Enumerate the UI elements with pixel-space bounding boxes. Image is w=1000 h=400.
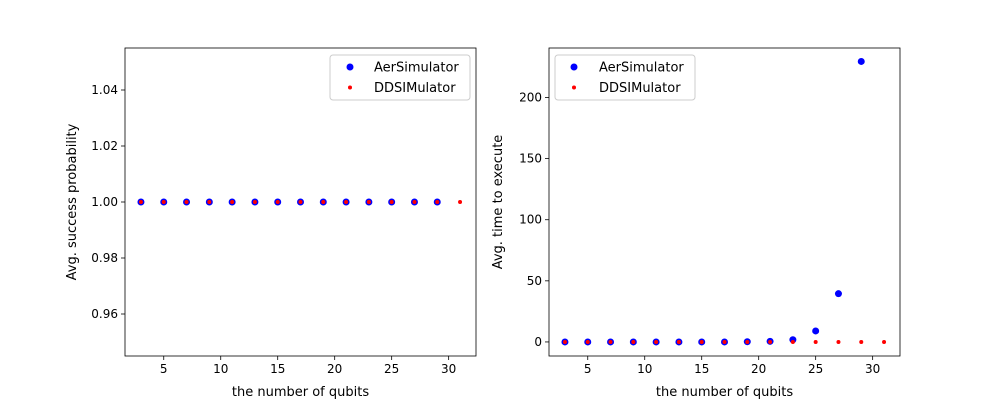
x-tick-label: 15	[694, 362, 709, 376]
data-point-ddsi	[813, 339, 818, 344]
y-tick-label: 150	[519, 152, 542, 166]
legend-marker-aer	[346, 63, 354, 71]
data-point-ddsi	[836, 339, 841, 344]
data-point-ddsi	[412, 200, 417, 204]
legend-label-ddsi: DDSIMulator	[599, 81, 681, 96]
data-point-aer	[857, 57, 865, 65]
data-point-ddsi	[745, 339, 750, 344]
y-axis-title: Avg. success probability	[65, 123, 80, 280]
y-tick-label: 1.02	[91, 139, 118, 153]
x-axis-title: the number of qubits	[232, 385, 369, 400]
data-point-ddsi	[389, 200, 394, 204]
data-point-ddsi	[230, 200, 235, 204]
y-axis-title: Avg. time to execute	[491, 135, 506, 270]
x-axis-title: the number of qubits	[656, 385, 793, 400]
y-tick-label: 200	[519, 91, 542, 105]
x-tick-label: 30	[441, 362, 456, 376]
x-tick-label: 15	[270, 362, 285, 376]
data-point-aer	[812, 327, 820, 335]
data-point-ddsi	[275, 200, 280, 204]
data-point-ddsi	[722, 339, 727, 344]
x-tick-label: 10	[637, 362, 652, 376]
legend-marker-ddsi	[348, 85, 352, 90]
legend-marker-aer	[570, 63, 578, 71]
y-tick-label: 1.04	[91, 83, 118, 97]
data-point-ddsi	[768, 339, 773, 344]
data-point-ddsi	[184, 200, 189, 204]
data-point-ddsi	[585, 339, 590, 344]
legend-box	[554, 54, 696, 101]
legend-box	[329, 54, 471, 101]
x-tick-label: 25	[384, 362, 399, 376]
data-point-ddsi	[252, 200, 257, 204]
legend-marker-ddsi	[572, 85, 576, 90]
legend-label-aer: AerSimulator	[599, 61, 684, 76]
legend: AerSimulator DDSIMulator	[329, 54, 471, 101]
data-point-ddsi	[699, 339, 704, 344]
x-tick-label: 25	[808, 362, 823, 376]
data-point-ddsi	[366, 200, 371, 204]
data-point-ddsi	[676, 339, 681, 344]
data-point-ddsi	[654, 339, 659, 344]
data-point-aer	[834, 290, 842, 298]
data-point-ddsi	[138, 200, 143, 204]
data-point-ddsi	[608, 339, 613, 344]
data-point-ddsi	[298, 200, 303, 204]
plot-frame	[548, 47, 901, 357]
y-tick-label: 1.00	[91, 195, 118, 209]
x-tick-label: 20	[751, 362, 766, 376]
y-tick-label: 50	[527, 274, 542, 288]
data-point-ddsi	[882, 339, 887, 344]
data-point-ddsi	[435, 200, 440, 204]
data-point-ddsi	[790, 339, 795, 344]
legend-label-ddsi: DDSIMulator	[374, 81, 456, 96]
x-tick-label: 30	[865, 362, 880, 376]
data-point-ddsi	[321, 200, 326, 204]
legend: AerSimulator DDSIMulator	[554, 54, 696, 101]
x-tick-label: 5	[160, 362, 168, 376]
x-tick-label: 10	[213, 362, 228, 376]
x-tick-label: 20	[327, 362, 342, 376]
legend-label-aer: AerSimulator	[374, 61, 459, 76]
execution-time-chart: the number of qubits Avg. time to execut…	[491, 47, 901, 400]
success-probability-chart: the number of qubits Avg. success probab…	[65, 47, 477, 400]
data-point-ddsi	[161, 200, 166, 204]
y-tick-label: 100	[519, 213, 542, 227]
x-tick-label: 5	[584, 362, 592, 376]
data-point-ddsi	[631, 339, 636, 344]
y-tick-label: 0	[534, 335, 542, 349]
data-point-ddsi	[207, 200, 212, 204]
data-point-ddsi	[562, 339, 567, 344]
y-tick-label: 0.98	[91, 251, 118, 265]
plot-frame	[124, 47, 477, 357]
data-point-ddsi	[344, 200, 349, 204]
y-tick-label: 0.96	[91, 307, 118, 321]
data-point-ddsi	[458, 200, 463, 204]
data-point-ddsi	[859, 339, 864, 344]
